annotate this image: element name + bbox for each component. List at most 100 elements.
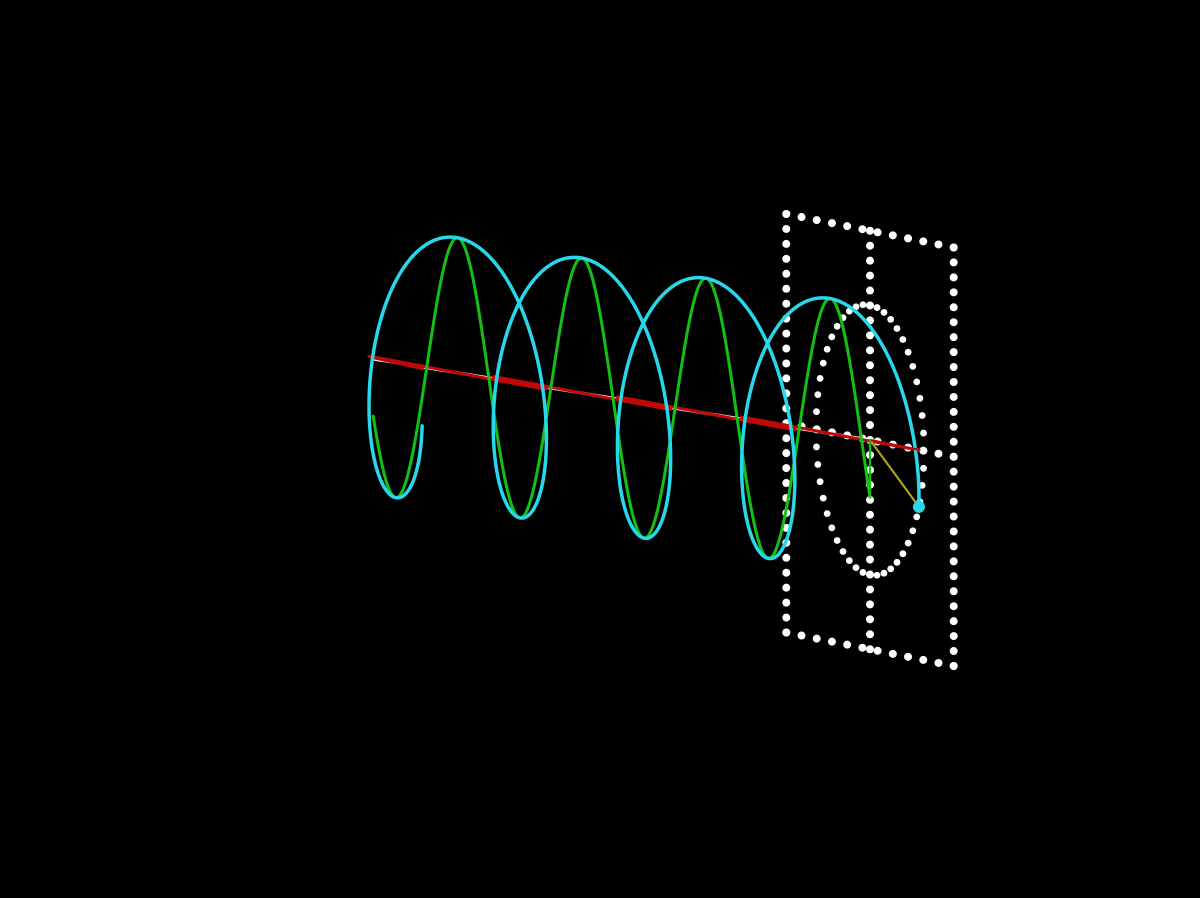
guide-circle-dot [920,465,927,472]
frame-dot [950,273,958,281]
frame-dot [950,602,958,610]
frame-dot [782,330,790,338]
frame-dot [866,556,874,564]
frame-dot [950,318,958,326]
guide-circle-dot [920,430,927,437]
frame-dot [934,240,942,248]
frame-dot [950,333,958,341]
frame-dot [782,359,790,367]
frame-dot [950,483,958,491]
frame-dot [889,231,897,239]
frame-dot [813,216,821,224]
frame-dot [950,632,958,640]
guide-circle-dot [820,360,827,367]
frame-dot [866,272,874,280]
guide-circle-dot [846,557,853,564]
guide-circle-dot [824,510,831,517]
guide-circle-dot [874,304,881,311]
frame-dot [782,434,790,442]
frame-dot [904,653,912,661]
frame-dot [866,585,874,593]
guide-circle-dot [909,363,916,370]
frame-dot [782,300,790,308]
frame-dot [950,513,958,521]
guide-circle-dot [828,524,835,531]
guide-circle-dot [813,408,820,415]
guide-circle-dot [916,395,923,402]
frame-dot [828,219,836,227]
guide-circle-dot [813,444,820,451]
helix [369,237,919,559]
guide-circle-dot [860,301,867,308]
guide-circle-dot [913,378,920,385]
frame-dot [858,225,866,233]
frame-dot [843,222,851,230]
guide-circle-dot [899,550,906,557]
frame-dot [950,348,958,356]
frame-dot [950,438,958,446]
frame-dot [866,242,874,250]
frame-dot [950,453,958,461]
guide-circle-dot [860,569,867,576]
guide-circle-dot [905,540,912,547]
guide-circle-dot [814,391,821,398]
guide-circle-dot [867,302,874,309]
guide-circle-dot [834,537,841,544]
guide-circle-dot [913,513,920,520]
frame-dot [782,464,790,472]
frame-dot [950,587,958,595]
x-component-wave [369,356,919,449]
frame-dot [866,511,874,519]
guide-circle-dot [867,572,874,579]
frame-dot [866,421,874,429]
guide-circle-dot [817,478,824,485]
guide-circle-dot [814,461,821,468]
frame-dot [843,641,851,649]
frame-dot [950,393,958,401]
frame-dot [798,213,806,221]
frame-dot [950,572,958,580]
guide-circle-dot [905,349,912,356]
frame-dot [813,635,821,643]
frame-dot [950,662,958,670]
guide-circle-dot [874,572,881,579]
frame-dot [950,288,958,296]
guide-circle-dot [894,325,901,332]
frame-dot [950,542,958,550]
frame-dot [874,647,882,655]
frame-dot [782,569,790,577]
frame-dot [919,656,927,664]
guide-circle-dot [921,447,928,454]
frame-dot [798,632,806,640]
helix-tip-dot [913,501,925,513]
frame-dot [950,498,958,506]
frame-dot [866,630,874,638]
frame-dot [950,363,958,371]
frame-dot [782,225,790,233]
frame-dot [950,527,958,535]
guide-circle-dot [887,316,894,323]
frame-dot [950,468,958,476]
frame-dot [782,285,790,293]
guide-circle-dot [824,346,831,353]
frame-dot [866,645,874,653]
frame-dot [782,210,790,218]
guide-circle-dot [887,565,894,572]
frame-dot [866,526,874,534]
guide-circle-dot [881,309,888,316]
frame-dot [919,237,927,245]
frame-dot [889,650,897,658]
guide-circle-dot [881,570,888,577]
frame-dot [866,227,874,235]
frame-dot [950,617,958,625]
guide-circle-dot [820,495,827,502]
frame-dot [782,345,790,353]
guide-circle-dot [840,548,847,555]
guide-circle-dot [919,412,926,419]
frame-dot [782,599,790,607]
frame-dot [866,257,874,265]
frame-dot [874,228,882,236]
frame-dot [866,615,874,623]
guide-circle-dot [899,336,906,343]
frame-dot [934,450,942,458]
